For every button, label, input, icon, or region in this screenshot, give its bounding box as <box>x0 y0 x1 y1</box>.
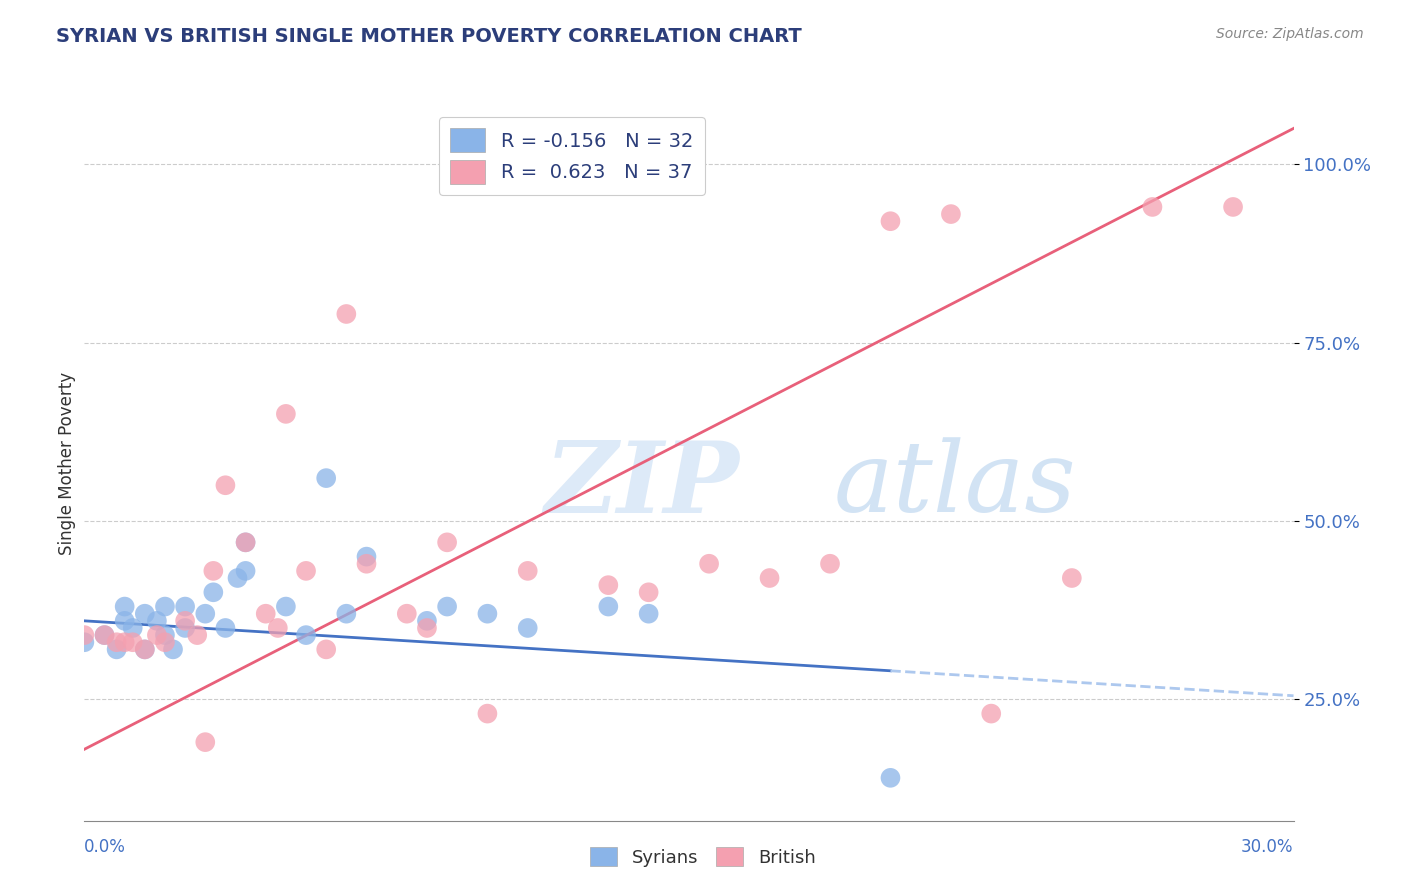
Point <box>395 607 418 621</box>
Point <box>436 599 458 614</box>
Point <box>598 578 620 592</box>
Point <box>114 635 136 649</box>
Point <box>73 628 96 642</box>
Legend: Syrians, British: Syrians, British <box>583 840 823 874</box>
Text: ZIP: ZIP <box>544 437 738 533</box>
Text: SYRIAN VS BRITISH SINGLE MOTHER POVERTY CORRELATION CHART: SYRIAN VS BRITISH SINGLE MOTHER POVERTY … <box>56 27 801 45</box>
Legend: R = -0.156   N = 32, R =  0.623   N = 37: R = -0.156 N = 32, R = 0.623 N = 37 <box>439 117 704 195</box>
Point <box>295 564 318 578</box>
Point <box>174 614 197 628</box>
Point <box>235 535 257 549</box>
Point <box>146 614 169 628</box>
Point <box>477 607 499 621</box>
Point <box>356 549 378 564</box>
Point <box>105 635 128 649</box>
Point <box>315 642 337 657</box>
Point <box>879 214 901 228</box>
Point <box>1142 200 1164 214</box>
Point <box>134 642 156 657</box>
Point <box>153 599 176 614</box>
Y-axis label: Single Mother Poverty: Single Mother Poverty <box>58 372 76 556</box>
Point <box>153 635 176 649</box>
Point <box>939 207 962 221</box>
Text: 30.0%: 30.0% <box>1241 838 1294 856</box>
Point <box>980 706 1002 721</box>
Point <box>516 621 538 635</box>
Point <box>315 471 337 485</box>
Point <box>146 628 169 642</box>
Point <box>356 557 378 571</box>
Point <box>295 628 318 642</box>
Point <box>226 571 249 585</box>
Point <box>758 571 780 585</box>
Point <box>274 407 297 421</box>
Point <box>598 599 620 614</box>
Point <box>174 621 197 635</box>
Point <box>214 621 236 635</box>
Text: 0.0%: 0.0% <box>84 838 127 856</box>
Point <box>416 614 439 628</box>
Point <box>235 535 257 549</box>
Point <box>637 607 659 621</box>
Point <box>818 557 841 571</box>
Point <box>1222 200 1244 214</box>
Point <box>93 628 115 642</box>
Point <box>879 771 901 785</box>
Point <box>1060 571 1083 585</box>
Point <box>162 642 184 657</box>
Point <box>134 607 156 621</box>
Point <box>134 642 156 657</box>
Point <box>235 564 257 578</box>
Point <box>436 535 458 549</box>
Point <box>214 478 236 492</box>
Point <box>174 599 197 614</box>
Point <box>202 585 225 599</box>
Point <box>202 564 225 578</box>
Point <box>637 585 659 599</box>
Point <box>516 564 538 578</box>
Point <box>194 607 217 621</box>
Point <box>73 635 96 649</box>
Point <box>186 628 208 642</box>
Point <box>93 628 115 642</box>
Point <box>153 628 176 642</box>
Point <box>114 599 136 614</box>
Point <box>194 735 217 749</box>
Point <box>416 621 439 635</box>
Point <box>254 607 277 621</box>
Text: Source: ZipAtlas.com: Source: ZipAtlas.com <box>1216 27 1364 41</box>
Point <box>105 642 128 657</box>
Point <box>121 621 143 635</box>
Point <box>121 635 143 649</box>
Point <box>477 706 499 721</box>
Point <box>697 557 720 571</box>
Point <box>274 599 297 614</box>
Text: atlas: atlas <box>834 438 1077 533</box>
Point <box>114 614 136 628</box>
Point <box>335 607 357 621</box>
Point <box>267 621 290 635</box>
Point <box>335 307 357 321</box>
